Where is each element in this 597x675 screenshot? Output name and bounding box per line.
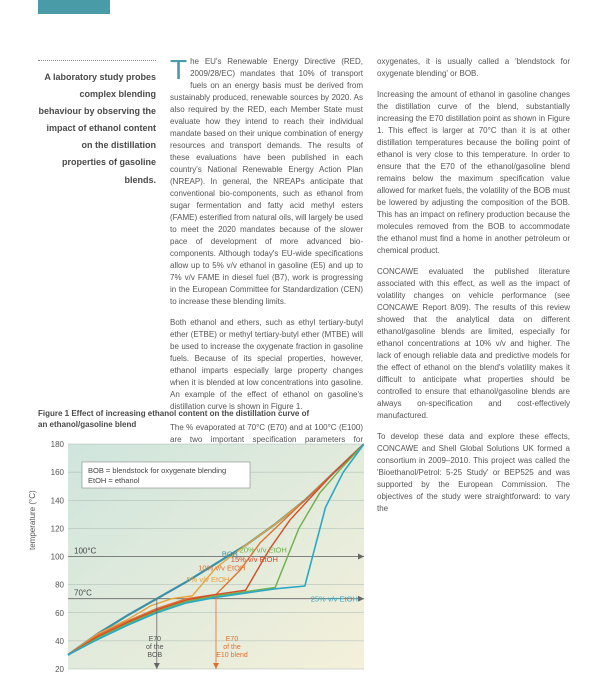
- svg-text:E10 blend: E10 blend: [216, 652, 248, 659]
- svg-text:40: 40: [55, 637, 64, 646]
- paragraph-4: Increasing the amount of ethanol in gaso…: [377, 89, 570, 257]
- paragraph-2: Both ethanol and ethers, such as ethyl t…: [170, 317, 363, 413]
- svg-text:of the: of the: [223, 644, 241, 651]
- svg-text:180: 180: [51, 440, 65, 449]
- svg-text:160: 160: [51, 468, 65, 477]
- svg-text:15% v/v EtOH: 15% v/v EtOH: [231, 555, 278, 564]
- chart-svg: 2040608010012014016018070°C100°CE70of th…: [38, 438, 364, 675]
- svg-text:25% v/v EtOH: 25% v/v EtOH: [311, 595, 358, 604]
- svg-text:of the: of the: [146, 644, 164, 651]
- svg-text:BOB: BOB: [147, 652, 162, 659]
- svg-text:140: 140: [51, 496, 65, 505]
- svg-text:80: 80: [55, 581, 64, 590]
- sidebar-callout: A laboratory study probes complex blendi…: [38, 60, 156, 189]
- svg-text:E70: E70: [149, 636, 162, 643]
- svg-text:70°C: 70°C: [74, 589, 92, 598]
- paragraph-6: To develop these data and explore these …: [377, 431, 570, 515]
- svg-text:E70: E70: [226, 636, 239, 643]
- paragraph-5: CONCAWE evaluated the published literatu…: [377, 266, 570, 422]
- svg-text:100°C: 100°C: [74, 547, 97, 556]
- svg-text:EtOH = ethanol: EtOH = ethanol: [88, 476, 140, 485]
- header-accent-bar: [38, 0, 110, 14]
- distillation-chart: 2040608010012014016018070°C100°CE70of th…: [38, 438, 364, 675]
- svg-text:BOB = blendstock for oxygenate: BOB = blendstock for oxygenate blending: [88, 466, 226, 475]
- svg-text:60: 60: [55, 609, 64, 618]
- sidebar-text: A laboratory study probes complex blendi…: [38, 69, 156, 189]
- svg-text:120: 120: [51, 524, 65, 533]
- figure-caption: Figure 1 Effect of increasing ethanol co…: [38, 408, 318, 430]
- svg-text:20: 20: [55, 665, 64, 674]
- svg-text:100: 100: [51, 553, 65, 562]
- svg-text:20% v/v EtOH: 20% v/v EtOH: [240, 545, 287, 554]
- svg-text:10% v/v EtOH: 10% v/v EtOH: [198, 564, 245, 573]
- paragraph-1: The EU's Renewable Energy Directive (RED…: [170, 56, 363, 308]
- svg-text:5% v/v EtOH: 5% v/v EtOH: [186, 575, 229, 584]
- paragraph-1-text: he EU's Renewable Energy Directive (RED,…: [170, 57, 363, 306]
- dropcap: T: [170, 56, 190, 82]
- chart-y-axis-label: temperature (°C): [28, 490, 37, 550]
- sidebar-divider: [38, 60, 156, 61]
